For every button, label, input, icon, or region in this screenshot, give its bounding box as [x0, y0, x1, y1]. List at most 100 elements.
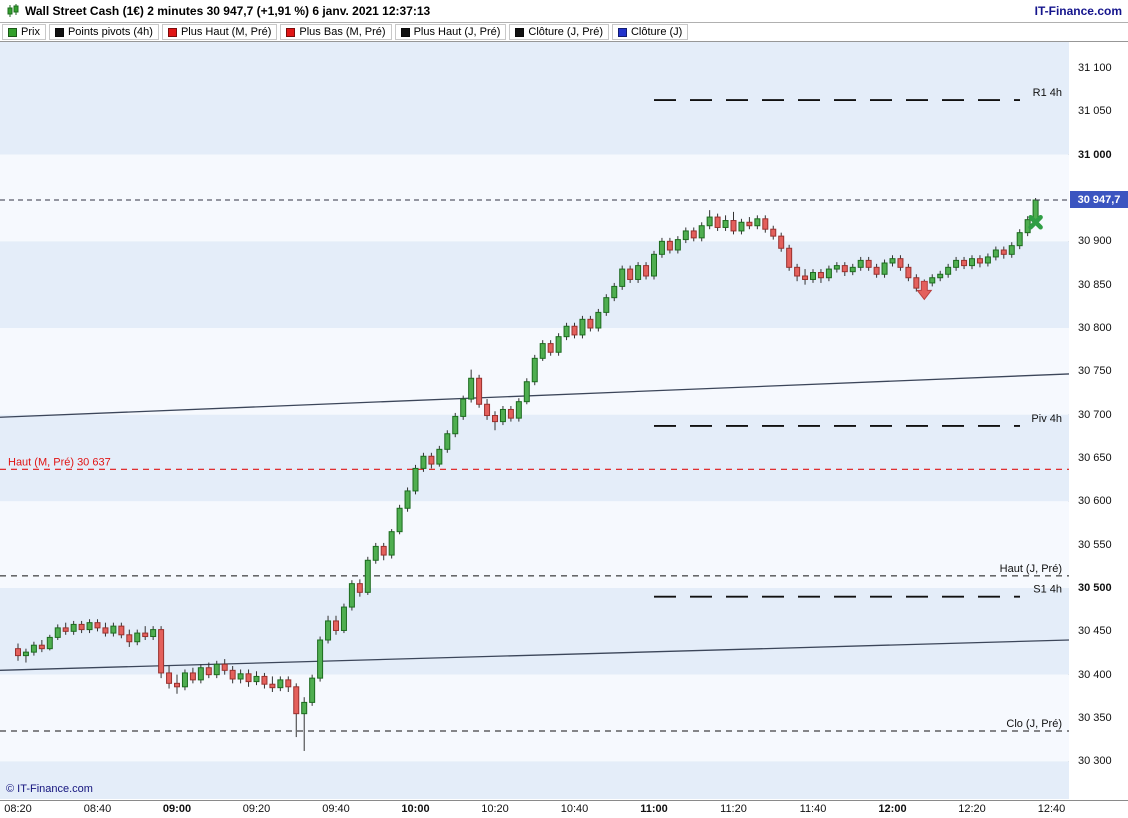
price-axis[interactable]: 31 100 31 050 31 000 30 900 30 850 30 800 30 7… [1070, 42, 1128, 799]
down-arrow-marker[interactable] [916, 280, 933, 301]
candle[interactable] [507, 408, 514, 419]
legend-item[interactable]: Prix [2, 24, 46, 40]
candle[interactable] [945, 266, 952, 275]
candle[interactable] [476, 377, 483, 405]
candle[interactable] [865, 259, 872, 268]
candle[interactable] [563, 325, 570, 338]
candle[interactable] [54, 627, 61, 638]
candle[interactable] [515, 401, 522, 419]
candle[interactable] [706, 216, 713, 227]
candle[interactable] [873, 266, 880, 275]
candle[interactable] [499, 408, 506, 423]
candle[interactable] [611, 285, 618, 299]
candle[interactable] [86, 622, 93, 631]
candle[interactable] [825, 268, 832, 279]
candle[interactable] [953, 259, 960, 268]
candle[interactable] [587, 318, 594, 329]
candle[interactable] [325, 620, 332, 641]
candle[interactable] [770, 228, 777, 237]
candle[interactable] [817, 272, 824, 279]
candle[interactable] [969, 258, 975, 267]
candle[interactable] [1016, 232, 1023, 247]
candle[interactable] [174, 682, 180, 688]
candle[interactable] [205, 667, 212, 676]
candle[interactable] [436, 448, 443, 465]
legend-item[interactable]: Plus Haut (J, Pré) [394, 24, 507, 40]
candle[interactable] [229, 669, 236, 680]
candle[interactable] [150, 629, 157, 638]
candle[interactable] [746, 221, 753, 227]
candle[interactable] [619, 268, 626, 287]
candle[interactable] [126, 634, 133, 643]
candle[interactable] [142, 632, 149, 638]
candle[interactable] [428, 455, 435, 465]
candle[interactable] [380, 545, 387, 556]
candle[interactable] [666, 240, 673, 251]
candle[interactable] [317, 639, 324, 679]
legend-item[interactable]: Clôture (J, Pré) [509, 24, 609, 40]
candle[interactable] [197, 667, 204, 681]
candle[interactable] [523, 381, 530, 403]
candle[interactable] [221, 663, 228, 671]
candle[interactable] [333, 620, 339, 631]
legend-item[interactable]: Points pivots (4h) [48, 24, 159, 40]
candle[interactable] [539, 343, 546, 359]
time-axis[interactable]: 08:20 08:40 09:00 09:20 09:40 10:00 10:20 10:40… [0, 800, 1128, 818]
candle[interactable] [158, 629, 165, 674]
candle[interactable] [1008, 245, 1015, 255]
candle[interactable] [444, 433, 451, 450]
candle[interactable] [372, 545, 379, 561]
candle[interactable] [929, 277, 936, 284]
candle[interactable] [1000, 249, 1007, 255]
candle[interactable] [579, 318, 586, 336]
cross-marker[interactable] [1028, 215, 1043, 230]
candle[interactable] [94, 622, 101, 629]
candle[interactable] [643, 265, 650, 277]
candle[interactable] [237, 673, 244, 680]
candle[interactable] [531, 357, 538, 383]
candle[interactable] [412, 467, 419, 492]
candle[interactable] [261, 675, 268, 685]
candle[interactable] [802, 275, 809, 280]
candle[interactable] [722, 220, 729, 228]
candle[interactable] [309, 677, 316, 703]
candle[interactable] [810, 272, 816, 280]
brand-link[interactable]: IT-Finance.com [1034, 4, 1122, 18]
candle[interactable] [46, 636, 53, 650]
candle[interactable] [110, 625, 117, 634]
trend-line[interactable] [0, 373, 1070, 418]
candle[interactable] [992, 249, 999, 258]
candle[interactable] [388, 531, 395, 556]
candle[interactable] [730, 220, 737, 232]
candle[interactable] [181, 672, 188, 688]
candle[interactable] [547, 343, 554, 353]
candle[interactable] [651, 253, 657, 277]
candle[interactable] [698, 225, 705, 239]
candle[interactable] [571, 325, 578, 336]
candle[interactable] [881, 262, 888, 275]
candle[interactable] [245, 673, 252, 683]
candle[interactable] [857, 259, 864, 268]
candle[interactable] [913, 277, 920, 289]
candle[interactable] [627, 268, 634, 280]
candle[interactable] [905, 266, 912, 279]
candle[interactable] [833, 265, 840, 270]
candle[interactable] [690, 230, 697, 239]
candle[interactable] [213, 663, 220, 676]
candle[interactable] [15, 648, 21, 657]
candle[interactable] [603, 297, 610, 313]
candle[interactable] [269, 683, 276, 689]
candle[interactable] [22, 651, 29, 657]
candle[interactable] [78, 623, 85, 631]
candle[interactable] [285, 679, 292, 688]
candle[interactable] [62, 627, 69, 632]
candle[interactable] [301, 701, 308, 715]
candle[interactable] [1032, 199, 1039, 221]
candle[interactable] [293, 686, 300, 715]
candle[interactable] [961, 259, 968, 267]
candle[interactable] [786, 247, 793, 268]
legend-item[interactable]: Plus Bas (M, Pré) [280, 24, 392, 40]
candle[interactable] [754, 218, 761, 227]
chart-plot-area[interactable]: R1 4h Piv 4h S1 4h Haut (J, Pré) Clo (J, Pré… [0, 42, 1070, 800]
candle[interactable] [984, 256, 991, 264]
